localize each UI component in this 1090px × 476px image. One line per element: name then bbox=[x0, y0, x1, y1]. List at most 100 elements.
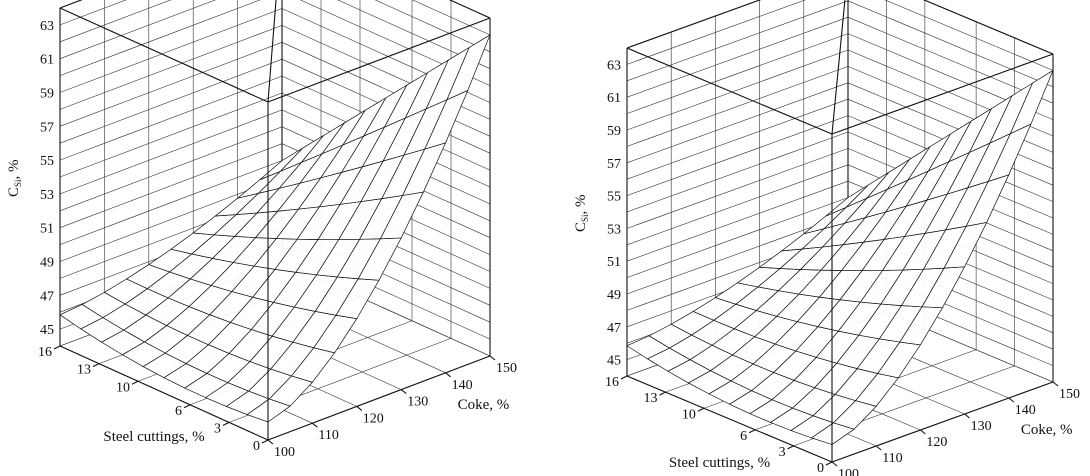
x-tick-label: 130 bbox=[971, 419, 992, 434]
x-tick-label: 150 bbox=[1059, 387, 1080, 402]
y-tick-mark bbox=[183, 404, 191, 409]
axis-box-edge bbox=[59, 7, 269, 103]
x-tick-label: 100 bbox=[838, 467, 859, 476]
side-wall-gridline bbox=[847, 82, 1054, 170]
axis-box-edge bbox=[448, 0, 491, 19]
y-tick-label: 13 bbox=[77, 363, 91, 378]
x-tick-mark bbox=[964, 413, 970, 419]
x-tick-mark bbox=[445, 372, 451, 378]
back-wall-gridline bbox=[59, 92, 283, 178]
back-wall-gridline bbox=[626, 148, 849, 229]
x-tick-mark bbox=[489, 355, 496, 361]
y-tick-label: 10 bbox=[682, 407, 696, 422]
y-tick-label: 16 bbox=[38, 345, 52, 360]
back-wall-gridline bbox=[59, 126, 283, 212]
x-tick-label: 120 bbox=[926, 435, 947, 450]
z-tick-label: 49 bbox=[40, 256, 54, 271]
back-wall-gridline bbox=[626, 16, 849, 98]
back-wall-gridline bbox=[626, 131, 849, 213]
y-tick-mark bbox=[697, 407, 705, 412]
back-wall-gridline bbox=[626, 82, 849, 164]
x-tick-label: 140 bbox=[1015, 403, 1036, 418]
y-axis-title: Steel cuttings, % bbox=[669, 455, 770, 471]
axis-box-edge bbox=[626, 47, 833, 135]
z-tick-label: 49 bbox=[607, 288, 621, 303]
back-wall-gridline bbox=[59, 0, 261, 76]
back-wall-gridline bbox=[626, 0, 849, 82]
axis-box-edge bbox=[626, 375, 833, 463]
y-axis-title: Steel cuttings, % bbox=[103, 429, 204, 445]
x-axis-title: Coke, % bbox=[1021, 422, 1073, 438]
back-wall-gridline bbox=[59, 0, 216, 59]
x-tick-mark bbox=[1008, 397, 1015, 403]
x-tick-label: 110 bbox=[882, 451, 902, 466]
z-tick-label: 47 bbox=[40, 289, 54, 304]
surface-chart-right: 45 47 49 51 53 55 57 59 61 63 0 3 6 10 13 16 100 110 120 13… bbox=[573, 0, 1080, 476]
z-tick-label: 59 bbox=[40, 87, 54, 102]
z-tick-label: 57 bbox=[607, 157, 621, 172]
y-tick-label: 16 bbox=[605, 375, 619, 390]
z-tick-label: 55 bbox=[40, 154, 54, 169]
side-wall-gridline bbox=[847, 16, 1054, 104]
y-tick-label: 6 bbox=[175, 404, 182, 419]
x-tick-mark bbox=[920, 429, 926, 435]
y-tick-mark bbox=[222, 421, 230, 426]
back-wall-gridline bbox=[626, 213, 849, 295]
back-wall-gridline bbox=[626, 115, 849, 196]
y-tick-mark bbox=[261, 439, 269, 444]
side-wall-gridline bbox=[374, 0, 491, 53]
back-wall-gridline bbox=[626, 197, 849, 278]
x-tick-mark bbox=[831, 461, 838, 467]
z-axis-title: CSi, % bbox=[6, 159, 23, 197]
back-wall-gridline bbox=[626, 49, 849, 131]
axis-box-edge bbox=[831, 381, 1054, 463]
y-tick-label: 6 bbox=[740, 429, 747, 444]
axis-box-edge bbox=[831, 53, 1054, 135]
side-wall-gridline bbox=[412, 0, 491, 36]
y-tick-mark bbox=[92, 363, 100, 368]
x-tick-label: 120 bbox=[363, 411, 384, 426]
back-wall-gridline bbox=[626, 164, 849, 246]
y-tick-mark bbox=[787, 445, 794, 450]
back-wall-gridline bbox=[59, 0, 172, 43]
side-wall-gridline bbox=[923, 0, 1054, 55]
x-tick-label: 100 bbox=[274, 445, 295, 460]
y-tick-label: 3 bbox=[779, 445, 786, 460]
x-tick-label: 150 bbox=[496, 361, 517, 376]
x-tick-mark bbox=[400, 389, 407, 395]
x-tick-mark bbox=[875, 445, 882, 451]
side-wall-gridline bbox=[847, 0, 1054, 88]
z-tick-label: 51 bbox=[607, 255, 621, 270]
axis-box-edge bbox=[626, 0, 762, 49]
z-tick-label: 63 bbox=[40, 19, 54, 34]
surface-patch bbox=[1009, 69, 1054, 135]
back-wall-gridline bbox=[59, 8, 283, 93]
x-tick-label: 140 bbox=[452, 378, 473, 393]
back-wall-gridline bbox=[59, 0, 127, 26]
z-tick-label: 61 bbox=[607, 91, 621, 106]
y-tick-mark bbox=[825, 461, 833, 466]
z-axis-title: CSi, % bbox=[573, 194, 590, 232]
back-wall-gridline bbox=[626, 98, 849, 180]
back-wall-gridline bbox=[59, 25, 283, 110]
surface-patch bbox=[446, 34, 491, 101]
y-tick-label: 0 bbox=[817, 461, 824, 476]
z-tick-label: 53 bbox=[607, 222, 621, 237]
x-axis-title: Coke, % bbox=[458, 397, 510, 413]
back-wall-gridline bbox=[59, 160, 283, 245]
y-tick-label: 0 bbox=[253, 439, 260, 454]
surface-chart-left: 45 47 49 51 53 55 57 59 61 63 0 3 6 10 13 16 100 110 120 13… bbox=[6, 0, 517, 460]
back-wall-gridline bbox=[59, 109, 283, 195]
z-tick-label: 59 bbox=[607, 124, 621, 139]
side-wall-gridline bbox=[449, 0, 491, 19]
z-tick-label: 47 bbox=[607, 321, 621, 336]
back-wall-gridline bbox=[59, 75, 283, 161]
back-wall-gridline bbox=[59, 143, 283, 228]
axis-box-diagonal bbox=[267, 0, 277, 103]
y-tick-mark bbox=[620, 375, 628, 380]
z-tick-label: 57 bbox=[40, 120, 54, 135]
z-tick-label: 55 bbox=[607, 190, 621, 205]
axis-box-edge bbox=[922, 0, 1054, 55]
z-tick-label: 63 bbox=[607, 58, 621, 73]
